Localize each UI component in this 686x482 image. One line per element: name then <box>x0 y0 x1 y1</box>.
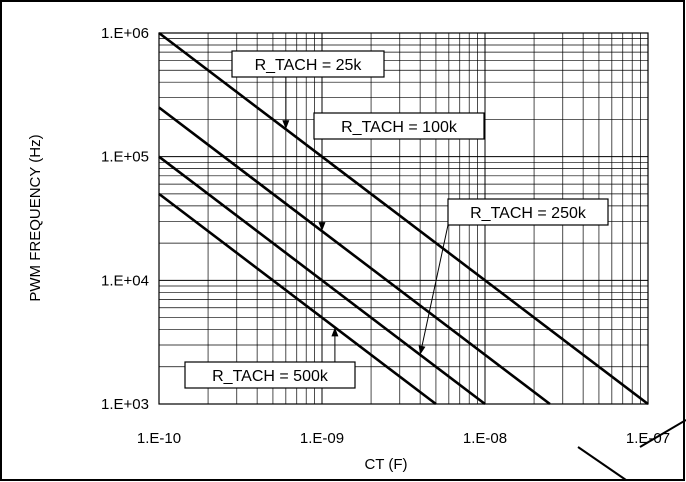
y-axis-title: PWM FREQUENCY (Hz) <box>27 134 44 301</box>
callout-label: R_TACH = 500k <box>212 368 329 385</box>
x-tick-label: 1.E-08 <box>463 430 507 447</box>
series-line-2 <box>159 108 550 405</box>
y-tick-label: 1.E+03 <box>101 396 149 413</box>
x-tick-label: 1.E-09 <box>300 430 344 447</box>
callout-3: R_TACH = 250k <box>419 199 608 355</box>
y-tick-labels: 1.E+03 1.E+04 1.E+05 1.E+06 <box>101 25 149 413</box>
y-tick-label: 1.E+06 <box>101 25 149 42</box>
x-tick-labels: 1.E-10 1.E-09 1.E-08 1.E-07 <box>137 430 670 447</box>
y-tick-label: 1.E+04 <box>101 272 149 289</box>
callout-leader <box>420 225 448 355</box>
callout-label: R_TACH = 250k <box>470 205 587 222</box>
callout-label: R_TACH = 100k <box>341 119 458 136</box>
x-axis-title: CT (F) <box>364 456 407 473</box>
y-tick-label: 1.E+05 <box>101 149 149 166</box>
callout-4: R_TACH = 500k <box>185 327 355 388</box>
decorative-fragments <box>578 420 686 480</box>
callout-label: R_TACH = 25k <box>255 57 363 74</box>
x-tick-label: 1.E-10 <box>137 430 181 447</box>
